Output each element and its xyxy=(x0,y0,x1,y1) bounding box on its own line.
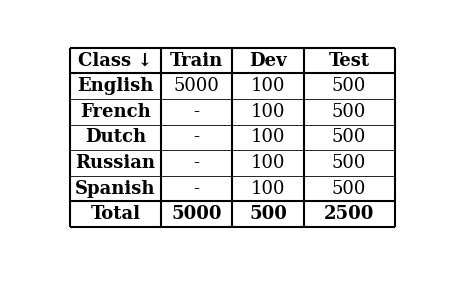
Text: Total: Total xyxy=(90,205,140,223)
Text: Class ↓: Class ↓ xyxy=(78,52,153,70)
Text: 100: 100 xyxy=(251,154,285,172)
Text: 500: 500 xyxy=(332,154,366,172)
Text: -: - xyxy=(194,128,200,146)
Text: English: English xyxy=(77,77,154,95)
Text: -: - xyxy=(194,103,200,121)
Text: Russian: Russian xyxy=(76,154,156,172)
Text: 5000: 5000 xyxy=(174,77,220,95)
Text: 500: 500 xyxy=(332,180,366,198)
Text: French: French xyxy=(80,103,151,121)
Text: 100: 100 xyxy=(251,128,285,146)
Text: 500: 500 xyxy=(332,77,366,95)
Text: -: - xyxy=(194,180,200,198)
Text: 5000: 5000 xyxy=(171,205,222,223)
Text: 2500: 2500 xyxy=(324,205,374,223)
Text: Dutch: Dutch xyxy=(85,128,146,146)
Text: 100: 100 xyxy=(251,77,285,95)
Text: 500: 500 xyxy=(249,205,287,223)
Text: 500: 500 xyxy=(332,103,366,121)
Text: -: - xyxy=(194,154,200,172)
Text: Train: Train xyxy=(170,52,223,70)
Text: Test: Test xyxy=(328,52,370,70)
Text: 500: 500 xyxy=(332,128,366,146)
Text: 100: 100 xyxy=(251,103,285,121)
Text: 100: 100 xyxy=(251,180,285,198)
Text: Dev: Dev xyxy=(249,52,287,70)
Text: Spanish: Spanish xyxy=(75,180,156,198)
